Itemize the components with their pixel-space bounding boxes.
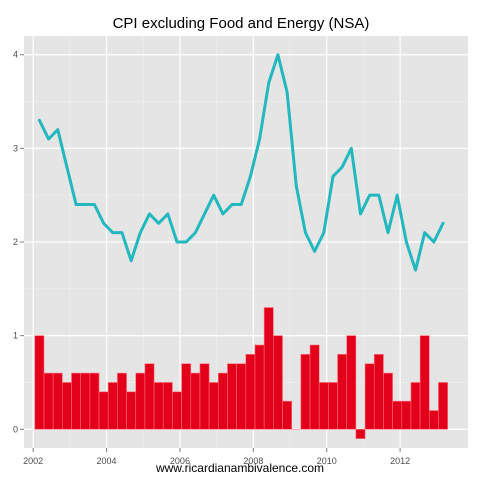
- bar: [199, 363, 210, 430]
- bar: [43, 372, 54, 430]
- bar: [328, 382, 338, 430]
- bar: [273, 335, 283, 430]
- bar: [217, 372, 228, 430]
- bar: [227, 363, 237, 430]
- y-tick-label: 2: [13, 237, 18, 247]
- bar: [181, 363, 192, 430]
- bar: [144, 363, 155, 430]
- bar: [162, 382, 173, 430]
- bar: [80, 372, 91, 430]
- bar: [190, 372, 201, 430]
- bar: [89, 372, 100, 430]
- x-tick-label: 2008: [243, 456, 263, 466]
- bar: [282, 400, 292, 430]
- bar: [254, 344, 265, 430]
- y-axis-ticks: 0 1 2 3 4: [13, 50, 24, 434]
- bar: [309, 344, 320, 430]
- x-tick-label: 2012: [390, 456, 410, 466]
- bar: [392, 400, 403, 430]
- bar: [126, 391, 137, 430]
- bar: [135, 372, 146, 430]
- chart-title: CPI excluding Food and Energy (NSA): [113, 15, 370, 32]
- bar: [364, 363, 375, 430]
- bar: [373, 354, 384, 430]
- line-series: [37, 53, 445, 272]
- y-tick-label: 3: [13, 143, 18, 153]
- bar: [263, 307, 274, 430]
- x-tick-label: 2010: [317, 456, 337, 466]
- bar: [62, 382, 72, 430]
- bar: [172, 391, 182, 430]
- bar: [337, 354, 348, 430]
- bar: [34, 335, 45, 430]
- bar: [107, 382, 118, 430]
- bar: [318, 382, 329, 430]
- bar: [117, 372, 127, 430]
- bar-series: [34, 307, 448, 439]
- bar: [153, 382, 164, 430]
- bar: [245, 354, 256, 430]
- bar: [419, 335, 430, 430]
- bar: [438, 382, 448, 430]
- bar: [236, 363, 247, 430]
- cpi-line: [37, 53, 445, 272]
- bar: [52, 372, 63, 430]
- y-tick-label: 0: [13, 424, 18, 434]
- x-tick-label: 2002: [23, 456, 43, 466]
- y-tick-label: 1: [13, 331, 18, 341]
- bar: [346, 335, 357, 430]
- bar: [71, 372, 81, 430]
- chart-caption: www.ricardianambivalence.com: [155, 461, 324, 475]
- x-tick-label: 2004: [97, 456, 117, 466]
- x-tick-label: 2006: [170, 456, 190, 466]
- bar: [300, 354, 311, 430]
- bar: [401, 400, 412, 430]
- x-axis-ticks: 2002 2004 2006 2008 2010 2012: [23, 448, 410, 466]
- bar: [410, 382, 421, 430]
- bar: [428, 410, 439, 430]
- bar: [208, 382, 219, 430]
- bar: [355, 428, 366, 439]
- bar: [383, 372, 393, 430]
- bar: [98, 391, 109, 430]
- y-tick-label: 4: [13, 50, 18, 60]
